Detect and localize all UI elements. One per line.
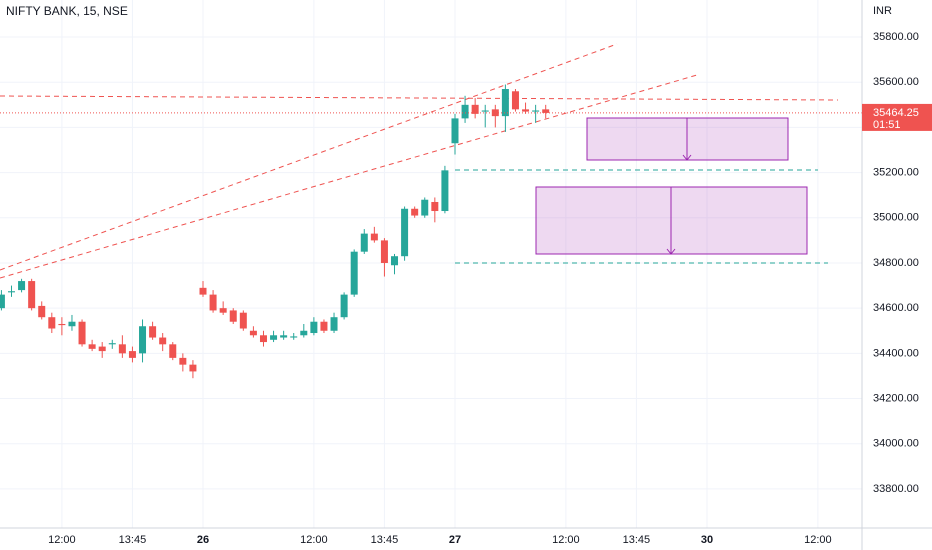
y-tick-label: 34800.00 — [873, 257, 919, 269]
x-tick-label: 12:00 — [552, 534, 580, 546]
candle-body — [128, 351, 136, 358]
candle-body — [88, 344, 96, 349]
price-axis — [862, 0, 932, 550]
candle-body — [0, 294, 5, 309]
candle-body — [209, 294, 217, 311]
candle-body — [360, 233, 368, 252]
candle-body — [481, 110, 489, 112]
candle-body — [28, 281, 36, 309]
candle-body — [461, 104, 469, 119]
y-tick-label: 35000.00 — [873, 212, 919, 224]
candle-body — [38, 305, 46, 318]
y-tick-label: 35600.00 — [873, 76, 919, 88]
horizontal-line — [0, 95, 839, 101]
candle-body — [290, 336, 298, 338]
y-tick-label: 33800.00 — [873, 483, 919, 495]
last-price-badge — [862, 103, 932, 131]
y-tick-label: 34400.00 — [873, 347, 919, 359]
x-tick-label: 12:00 — [804, 534, 832, 546]
time-axis — [0, 528, 932, 550]
axis-labels: 33800.00 34000.00 34200.00 34400.00 34600.00… — [48, 31, 932, 546]
countdown: 01:51 — [873, 119, 901, 131]
arrow-head — [682, 154, 692, 161]
candle-body — [68, 321, 76, 327]
trend-line — [0, 74, 698, 279]
candle-body — [542, 109, 550, 113]
candle-body — [310, 321, 318, 334]
candle-body — [522, 109, 530, 112]
candle-body — [149, 326, 157, 338]
candle-body — [421, 199, 429, 216]
candles — [0, 84, 862, 379]
candle-body — [350, 251, 358, 295]
x-tick-label: 13:45 — [371, 534, 399, 546]
candle-body — [330, 317, 338, 331]
candle-body — [58, 323, 66, 326]
y-tick-label: 35800.00 — [873, 31, 919, 43]
candle-body — [159, 337, 167, 345]
x-tick-label: 26 — [197, 534, 209, 546]
candle-body — [441, 170, 449, 212]
candle-body — [78, 321, 86, 345]
candle-body — [270, 335, 278, 340]
last-price-label: 35464.25 — [873, 107, 919, 119]
candle-body — [401, 208, 409, 257]
candle-body — [391, 256, 399, 266]
candle-body — [229, 310, 237, 322]
candle-body — [501, 89, 509, 117]
candle-body — [340, 294, 348, 318]
candle-body — [108, 343, 116, 345]
candle-body — [280, 335, 288, 338]
chart-title: NIFTY BANK, 15, NSE — [6, 4, 128, 18]
candle-body — [320, 321, 328, 331]
candle-body — [18, 281, 26, 291]
y-tick-label: 35200.00 — [873, 167, 919, 179]
candle-body — [249, 330, 257, 336]
x-tick-label: 27 — [449, 534, 461, 546]
arrow-head — [666, 248, 676, 255]
x-tick-label: 30 — [701, 534, 713, 546]
y-tick-label: 34200.00 — [873, 392, 919, 404]
candle-body — [118, 344, 126, 354]
x-tick-label: 12:00 — [48, 534, 76, 546]
drawings — [0, 43, 839, 279]
candle-body — [7, 291, 15, 293]
candle-body — [239, 312, 247, 329]
candle-body — [179, 357, 187, 365]
candle-body — [300, 330, 308, 336]
candle-body — [411, 208, 419, 216]
y-tick-label: 34600.00 — [873, 302, 919, 314]
candle-body — [380, 240, 388, 263]
candle-body — [259, 335, 267, 343]
candle-body — [370, 233, 378, 241]
trend-line — [0, 43, 618, 271]
candle-body — [48, 317, 56, 329]
candle-body — [431, 201, 439, 212]
candle-body — [139, 326, 147, 354]
candle-body — [451, 118, 459, 144]
candle-body — [98, 346, 106, 352]
currency: INR — [873, 5, 892, 17]
candle-body — [471, 104, 479, 114]
x-tick-label: 13:45 — [119, 534, 147, 546]
y-tick-label: 34000.00 — [873, 438, 919, 450]
candle-body — [169, 344, 177, 358]
candle-body — [219, 308, 227, 313]
candle-body — [189, 364, 197, 372]
x-tick-label: 12:00 — [300, 534, 328, 546]
candle-body — [511, 91, 519, 110]
grid — [0, 0, 862, 528]
candle-body — [532, 110, 540, 112]
candle-body — [199, 287, 207, 295]
x-tick-label: 13:45 — [623, 534, 651, 546]
